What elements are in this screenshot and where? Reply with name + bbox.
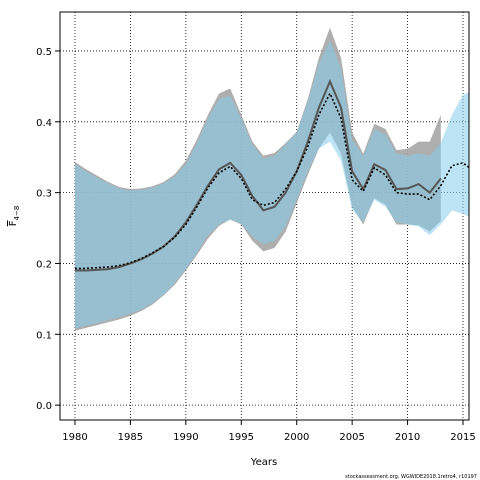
- y-tick-label: 0.0: [36, 401, 52, 412]
- x-tick-label: 2000: [284, 432, 309, 443]
- y-tick-label: 0.5: [36, 47, 52, 58]
- y-tick-label: 0.2: [36, 259, 52, 270]
- y-tick-label: 0.4: [36, 118, 52, 129]
- x-axis-label: Years: [250, 457, 277, 468]
- x-tick-label: 1995: [229, 432, 254, 443]
- y-label-subscript: 4−8: [13, 206, 21, 221]
- x-tick-label: 2005: [339, 432, 364, 443]
- x-tick-label: 2015: [450, 432, 475, 443]
- y-label-main: F: [8, 220, 19, 226]
- confidence-band: [74, 40, 469, 329]
- x-tick-label: 1980: [62, 432, 87, 443]
- y-axis-label: F4−8: [8, 206, 21, 227]
- x-tick-label: 1985: [118, 432, 143, 443]
- footnote: stockassessment.org, WGWIDE2018.1retro4,…: [345, 474, 477, 480]
- y-tick-label: 0.3: [36, 189, 52, 200]
- axes-frame: [59, 11, 470, 421]
- y-tick-label: 0.1: [36, 330, 52, 341]
- x-tick-label: 1990: [173, 432, 198, 443]
- x-tick-label: 2010: [395, 432, 420, 443]
- plot-area: [60, 12, 469, 420]
